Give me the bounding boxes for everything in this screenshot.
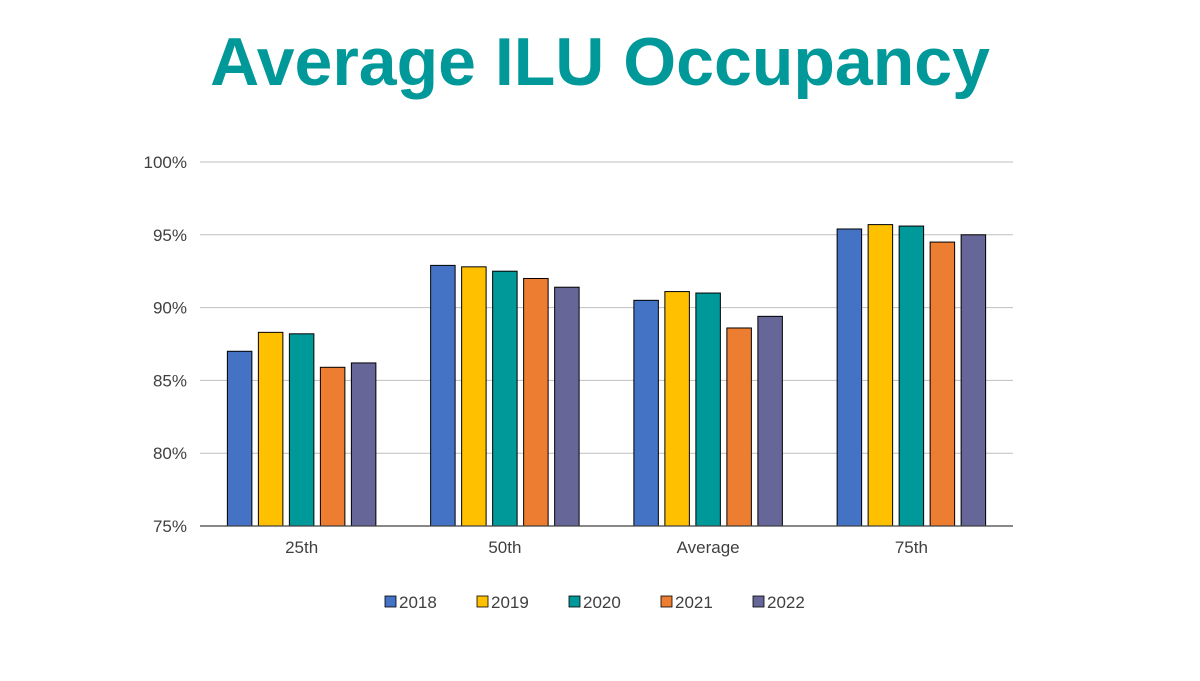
x-tick-label: Average — [677, 538, 740, 557]
y-tick-label: 80% — [153, 444, 187, 463]
legend-label-2022: 2022 — [767, 593, 805, 612]
y-tick-label: 75% — [153, 517, 187, 536]
bar-2020-average — [695, 292, 721, 527]
bars — [226, 224, 987, 527]
bar-2018-average — [633, 299, 659, 527]
x-tick-label: 50th — [488, 538, 521, 557]
y-tick-label: 95% — [153, 226, 187, 245]
legend: 2018 2019 2020 2021 2022 — [384, 593, 805, 612]
bar-2020-25th — [288, 333, 315, 527]
bar-2021-50th — [523, 277, 549, 527]
legend-swatch-2020 — [568, 595, 581, 608]
bar-2022-25th — [350, 362, 377, 527]
legend-swatch-2021 — [660, 595, 673, 608]
y-tick-label: 90% — [153, 299, 187, 318]
bar-2021-average — [726, 327, 752, 527]
legend-label-2018: 2018 — [399, 593, 437, 612]
bar-2022-50th — [554, 286, 580, 527]
y-axis-tick-labels: 75% 80% 85% 90% 95% 100% — [144, 153, 187, 536]
bar-2020-75th — [898, 225, 925, 527]
bar-2019-50th — [461, 266, 487, 527]
legend-label-2020: 2020 — [583, 593, 621, 612]
legend-swatch-2018 — [384, 595, 397, 608]
bar-2019-average — [664, 291, 690, 527]
x-axis-tick-labels: 25th 50th Average 75th — [285, 538, 928, 557]
bar-2021-25th — [319, 366, 346, 527]
bar-2022-75th — [960, 234, 987, 527]
x-tick-label: 75th — [895, 538, 928, 557]
bar-2018-25th — [226, 350, 253, 527]
bar-2019-25th — [257, 331, 284, 527]
bar-2018-75th — [836, 228, 863, 527]
bar-2022-average — [757, 315, 783, 527]
bar-2018-50th — [430, 264, 456, 527]
bar-2019-75th — [867, 224, 894, 527]
legend-swatch-2022 — [752, 595, 765, 608]
y-tick-label: 100% — [144, 153, 187, 172]
bar-2021-75th — [929, 241, 956, 527]
bar-2020-50th — [492, 270, 518, 527]
chart-title: Average ILU Occupancy — [210, 24, 990, 100]
legend-swatch-2019 — [476, 595, 489, 608]
x-tick-label: 25th — [285, 538, 318, 557]
legend-label-2021: 2021 — [675, 593, 713, 612]
legend-label-2019: 2019 — [491, 593, 529, 612]
y-tick-label: 85% — [153, 371, 187, 390]
